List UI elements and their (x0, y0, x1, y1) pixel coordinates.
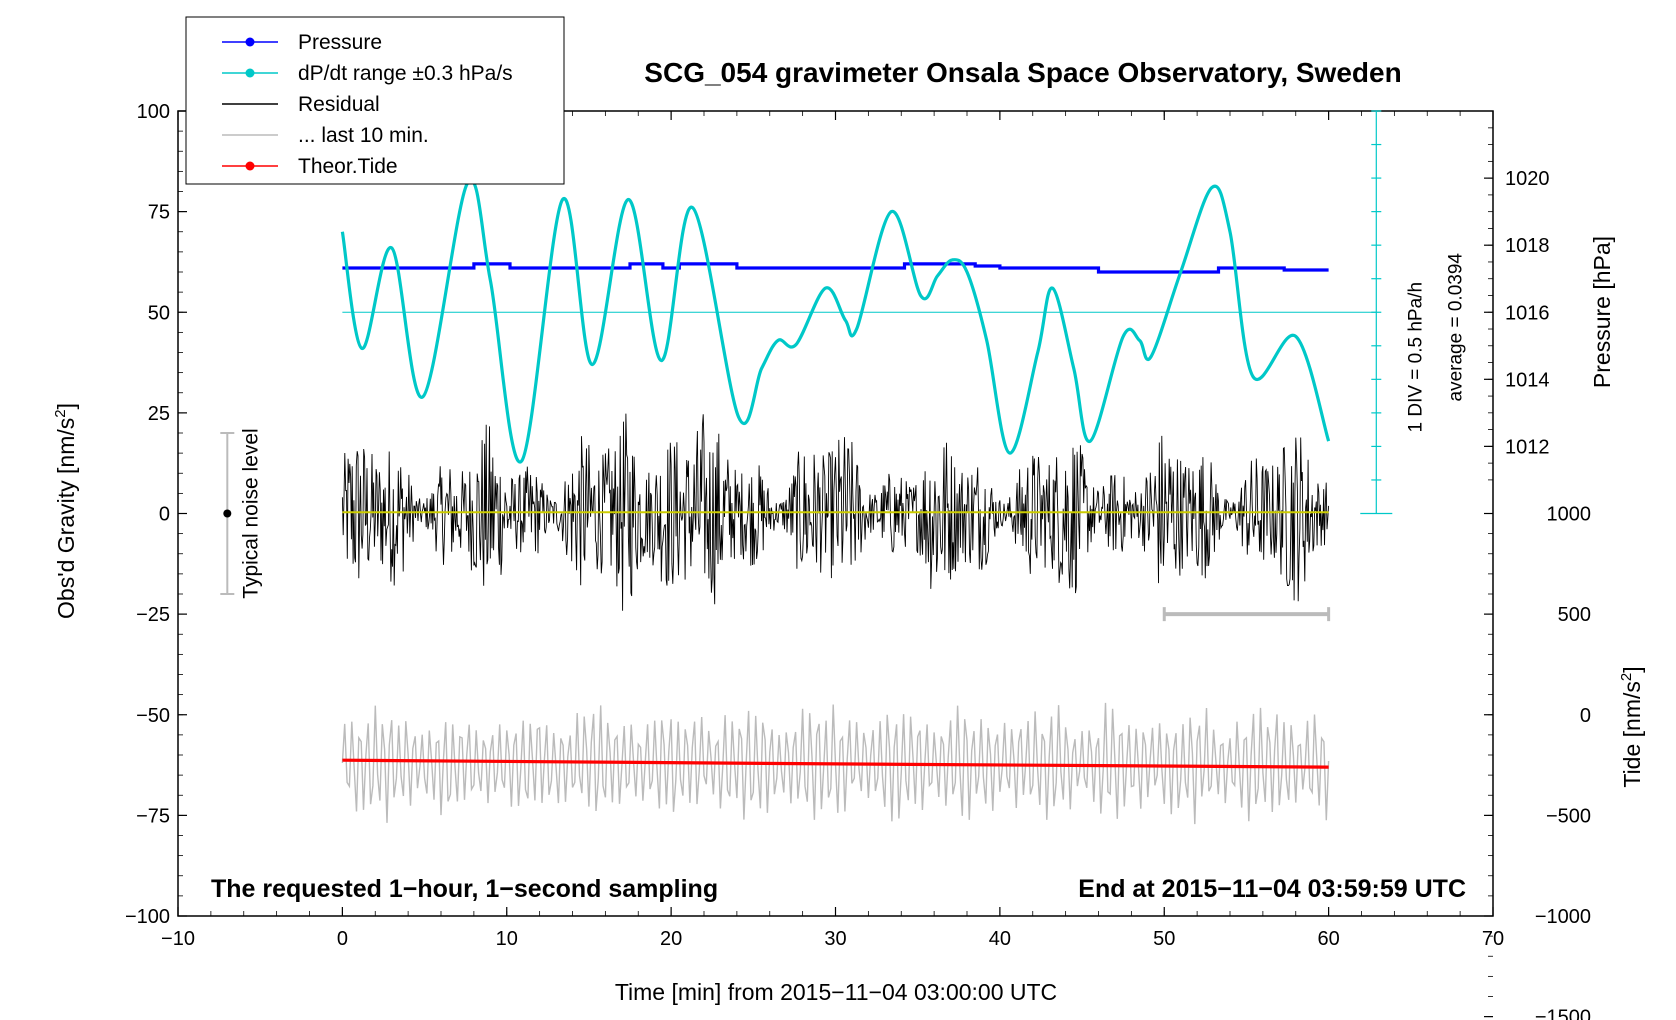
note-end-time: End at 2015−11−04 03:59:59 UTC (1078, 875, 1466, 903)
series-dp-dt (340, 178, 1331, 464)
series-layer (340, 178, 1377, 769)
dpdt-scale-label: 1 DIV = 0.5 hPa/h (1405, 282, 1426, 433)
tide-tick-label: 0 (1580, 705, 1591, 727)
pressure-tick-label: 1014 (1505, 369, 1550, 391)
legend-label: Theor.Tide (298, 155, 398, 178)
y-axis-ticks: −100 −75 −50 −25 0 25 50 75 100 (125, 101, 187, 928)
series-pressure (342, 262, 1329, 274)
series-theor-tide (342, 758, 1329, 769)
legend-marker (245, 37, 255, 47)
dpdt-average-label: average = 0.0394 (1445, 253, 1466, 402)
dpdt-scale: 1 DIV = 0.5 hPa/h average = 0.0394 (1360, 110, 1466, 515)
y-tick-label: 100 (137, 101, 170, 123)
tide-tick-label: 1000 (1547, 504, 1592, 526)
x-tick-label: 10 (496, 928, 518, 950)
tide-tick-label: −1000 (1535, 906, 1591, 928)
tide-tick-label: −1500 (1535, 1007, 1591, 1020)
tide-tick-label: 500 (1558, 604, 1591, 626)
tide-axis-ticks: −1500 −1000 −500 0 500 1000 (1484, 504, 1591, 1020)
y-tick-label: 75 (148, 202, 170, 224)
x-axis-ticks: −10 0 10 20 30 40 50 60 70 (161, 111, 1504, 950)
noise-level-label: Typical noise level (239, 428, 262, 598)
chart-title: SCG_054 gravimeter Onsala Space Observat… (644, 57, 1401, 88)
legend-marker (245, 68, 255, 78)
legend-label: Residual (298, 93, 380, 116)
note-sampling: The requested 1−hour, 1−second sampling (211, 875, 718, 903)
y-tick-label: −100 (125, 906, 170, 928)
legend-label: Pressure (298, 31, 382, 54)
typical-noise-level: Typical noise level (220, 428, 262, 599)
x-tick-label: 20 (660, 928, 682, 950)
pressure-tick-label: 1018 (1505, 235, 1550, 257)
residual-line (341, 413, 1330, 611)
x-axis-title: Time [min] from 2015−11−04 03:00:00 UTC (615, 979, 1057, 1005)
x-tick-label: 40 (989, 928, 1011, 950)
y-axis-title-pressure: Pressure [hPa] (1589, 236, 1615, 388)
legend-label: dP/dt range ±0.3 hPa/s (298, 62, 513, 85)
x-tick-label: 60 (1318, 928, 1340, 950)
x-tick-label: −10 (161, 928, 195, 950)
legend-label: ... last 10 min. (298, 124, 429, 147)
legend: Pressure dP/dt range ±0.3 hPa/s Residual..… (185, 16, 565, 185)
legend-marker (245, 161, 255, 171)
tide-tick-label: −500 (1546, 805, 1591, 827)
y-axis-title-tide: Tide [nm/s2] (1618, 666, 1645, 787)
pressure-tick-label: 1012 (1505, 436, 1550, 458)
y-tick-label: −25 (136, 604, 170, 626)
noise-level-dot (223, 509, 232, 518)
x-tick-label: 0 (337, 928, 348, 950)
y-tick-label: 25 (148, 403, 170, 425)
y-tick-label: 50 (148, 302, 170, 324)
y-axis-title-left: Obs'd Gravity [nm/s2] (52, 403, 79, 619)
y-tick-label: 0 (159, 504, 170, 526)
pressure-axis-ticks: 1012 1014 1016 1018 1020 (1484, 127, 1550, 481)
x-tick-label: 70 (1482, 928, 1504, 950)
x-tick-label: 30 (824, 928, 846, 950)
pressure-tick-label: 1020 (1505, 168, 1550, 190)
y-tick-label: −50 (136, 705, 170, 727)
pressure-tick-label: 1016 (1505, 302, 1550, 324)
x-tick-label: 50 (1153, 928, 1175, 950)
y-tick-label: −75 (136, 805, 170, 827)
